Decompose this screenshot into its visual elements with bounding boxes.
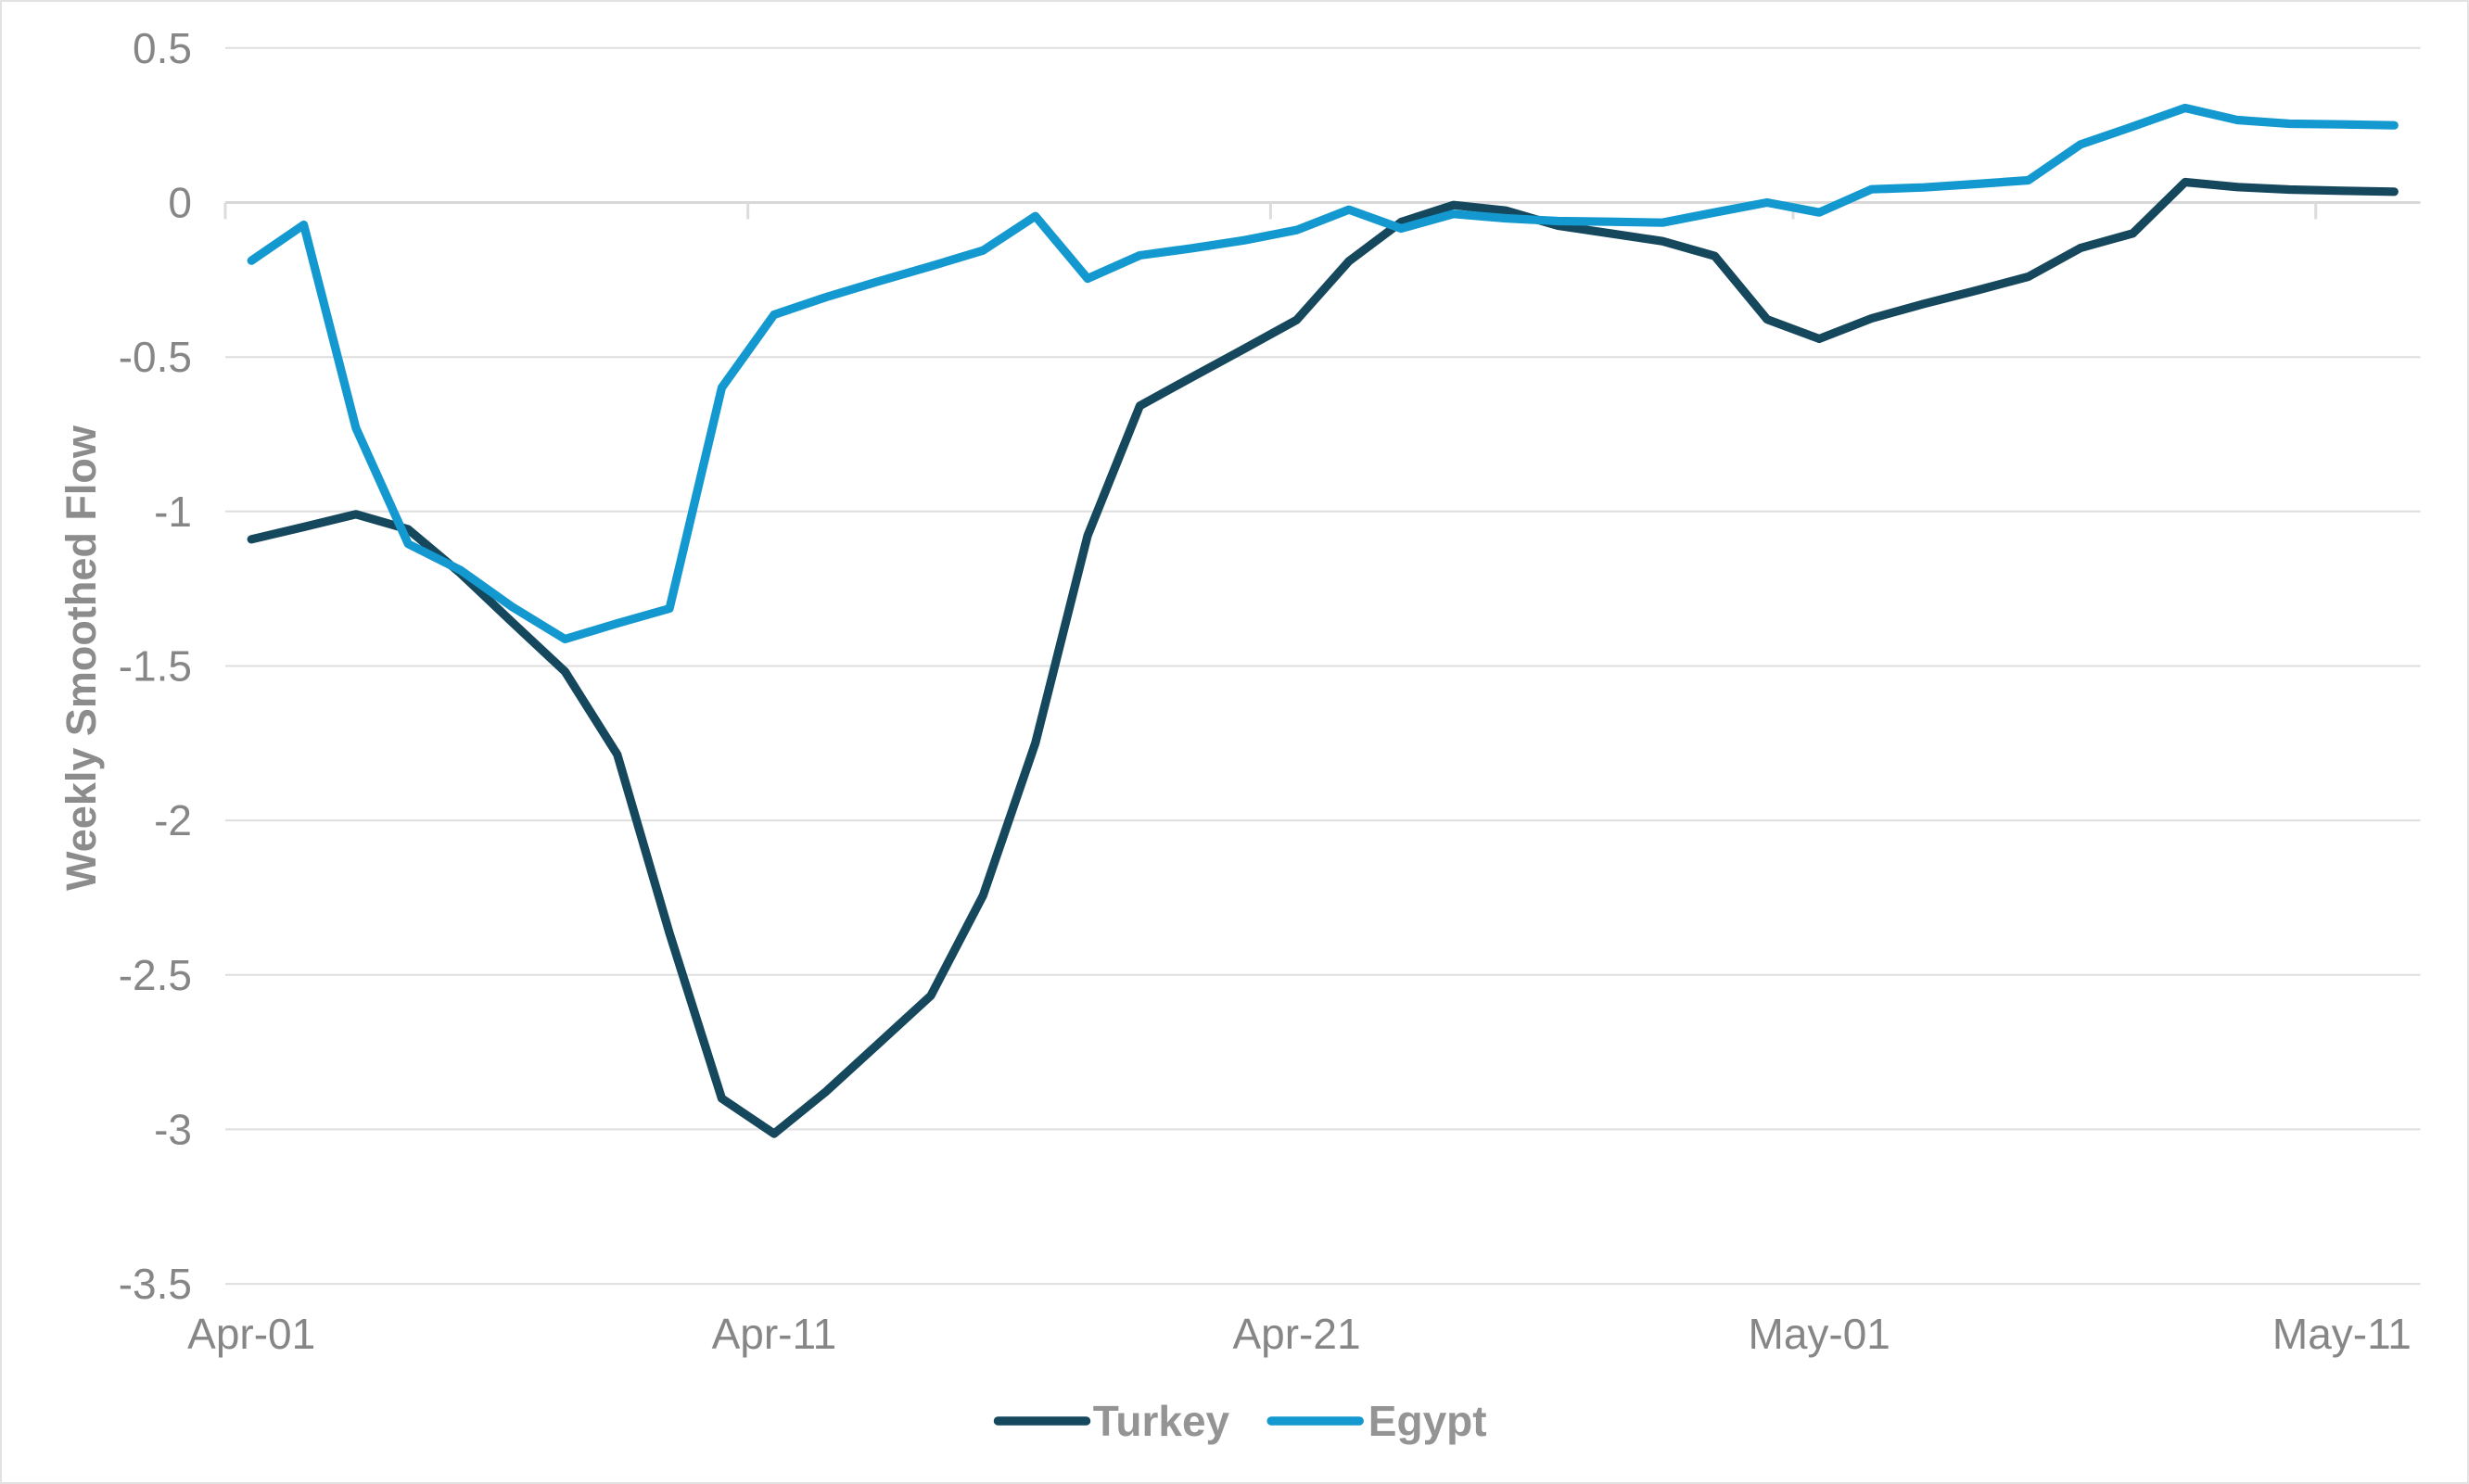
svg-text:0: 0 [168,179,192,227]
svg-text:-3.5: -3.5 [119,1260,192,1308]
svg-text:-1: -1 [154,488,192,536]
svg-text:Turkey: Turkey [1093,1397,1230,1445]
svg-text:-1.5: -1.5 [119,642,192,691]
svg-text:-2: -2 [154,796,192,844]
svg-text:-3: -3 [154,1105,192,1153]
svg-text:Apr-01: Apr-01 [187,1310,315,1358]
svg-text:Weekly Smoothed Flow: Weekly Smoothed Flow [57,425,105,891]
svg-text:Egypt: Egypt [1368,1397,1487,1445]
svg-text:-2.5: -2.5 [119,951,192,999]
svg-text:-0.5: -0.5 [119,333,192,381]
svg-text:0.5: 0.5 [133,24,192,72]
svg-text:May-11: May-11 [2272,1310,2412,1358]
svg-text:May-01: May-01 [1749,1310,1890,1358]
svg-text:Apr-21: Apr-21 [1232,1310,1360,1358]
svg-text:Apr-11: Apr-11 [712,1310,837,1358]
